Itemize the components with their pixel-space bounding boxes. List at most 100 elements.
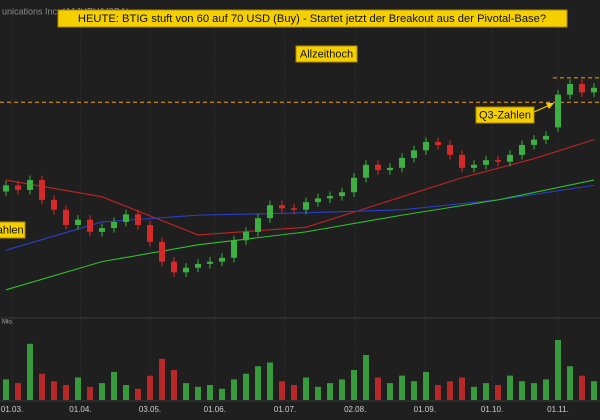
candle-body — [111, 221, 117, 229]
arrow-head — [546, 103, 554, 109]
candles — [3, 79, 597, 277]
headline-bg — [57, 9, 568, 28]
candle-body — [255, 218, 261, 232]
headline-box: HEUTE: BTIG stuft von 60 auf 70 USD (Buy… — [57, 9, 568, 28]
moving-average — [5, 179, 595, 291]
annotation-label: Allzeithoch — [300, 48, 353, 60]
candle-body — [423, 141, 429, 151]
annotation-bg — [0, 221, 26, 239]
volume-bar — [195, 386, 201, 400]
volume-bar — [279, 381, 285, 400]
candle-body — [195, 263, 201, 268]
candle-body — [447, 144, 453, 155]
volume-bar — [183, 383, 189, 400]
candle-body — [579, 83, 585, 93]
grid — [11, 10, 559, 400]
candle-body — [519, 144, 525, 155]
volume-unit: Mio. — [2, 320, 14, 326]
volume-bar — [327, 383, 333, 400]
x-tick-label: 01.11. — [547, 405, 569, 414]
candle-body — [15, 185, 21, 190]
candle-body — [75, 219, 81, 226]
annotation-label: Zahlen — [0, 224, 24, 236]
volume-bar — [39, 373, 45, 400]
volume-bar — [339, 379, 345, 400]
volume-bar — [171, 370, 177, 400]
x-ticks: 01.03. 01.04. 03.05. 01.06. 01.07. 02.08. 01.0… — [1, 405, 569, 414]
candle-body — [351, 177, 357, 193]
volume-bar — [471, 386, 477, 400]
volume-bar — [387, 383, 393, 400]
volume-bar — [207, 385, 213, 400]
candle-body — [171, 261, 177, 273]
candle-body — [243, 231, 249, 241]
volume-bar — [303, 377, 309, 400]
candle-body — [363, 164, 369, 178]
candle-body — [51, 199, 57, 210]
candle-body — [63, 209, 69, 226]
volume-bar — [27, 343, 33, 400]
x-tick-label: 01.09. — [414, 405, 436, 414]
candle-body — [375, 164, 381, 171]
candle-body — [315, 198, 321, 203]
candle-body — [219, 257, 225, 262]
candle-body — [183, 267, 189, 273]
candle-body — [555, 94, 561, 128]
volume-bar — [519, 381, 525, 400]
candle-body — [147, 225, 153, 242]
candle-body — [339, 192, 345, 197]
volume-bar — [87, 386, 93, 400]
volume-bar — [219, 388, 225, 400]
candle-body — [435, 141, 441, 145]
annotation-bg — [475, 106, 535, 124]
candle-body — [99, 228, 105, 232]
candle-body — [207, 261, 213, 264]
volume-bar — [351, 370, 357, 400]
annotation: Q3-Zahlen — [475, 103, 554, 124]
volume-bar — [399, 375, 405, 400]
volume-bar — [267, 362, 273, 400]
candle-body — [267, 205, 273, 219]
annotation: Allzeithoch — [295, 45, 358, 63]
volume-bar — [459, 377, 465, 400]
x-tick-label: 02.08. — [344, 405, 366, 414]
volume-bar — [63, 385, 69, 400]
levels — [0, 77, 600, 103]
candle-body — [231, 240, 237, 258]
candle-body — [459, 154, 465, 168]
volume-bar — [363, 355, 369, 400]
volume-bar — [507, 375, 513, 400]
volume-bar — [531, 383, 537, 400]
candle-body — [87, 219, 93, 232]
candle-body — [399, 157, 405, 168]
volume-bar — [591, 381, 597, 400]
candle-body — [123, 214, 129, 222]
annotation-label: Q3-Zahlen — [479, 109, 531, 121]
candle-body — [279, 205, 285, 209]
annotation-bg — [295, 45, 358, 63]
candle-body — [135, 214, 141, 226]
volume-bar — [291, 385, 297, 400]
volume-bar — [123, 385, 129, 400]
annotation: Zahlen — [0, 221, 26, 239]
candle-body — [159, 241, 165, 262]
volume-bar — [3, 379, 9, 400]
candle-body — [507, 154, 513, 162]
candle-body — [591, 87, 597, 93]
candle-body — [291, 208, 297, 210]
candle-body — [543, 135, 549, 140]
candle-body — [27, 180, 33, 190]
headline: HEUTE: BTIG stuft von 60 auf 70 USD (Buy… — [78, 13, 546, 25]
volume-bar — [495, 385, 501, 400]
candle-body — [567, 83, 573, 95]
volume-bar — [135, 388, 141, 400]
x-tick-label: 01.10. — [481, 405, 503, 414]
candle-body — [39, 180, 45, 200]
volume-bar — [147, 375, 153, 400]
volume-bar — [315, 386, 321, 400]
volume-bar — [435, 385, 441, 400]
candle-body — [411, 150, 417, 158]
